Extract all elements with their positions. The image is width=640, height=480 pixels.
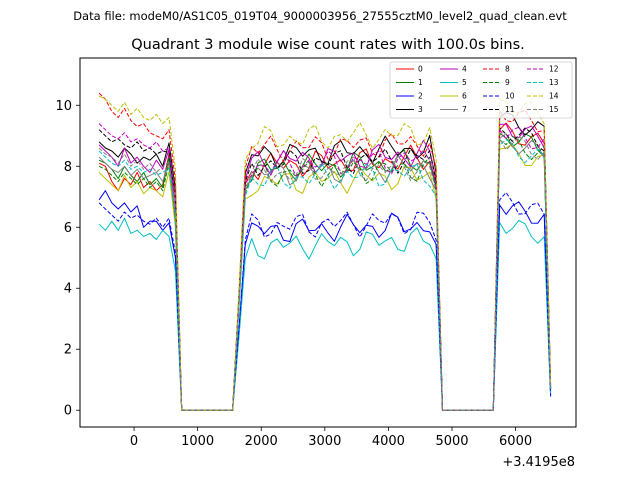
y-tick-label: 8 xyxy=(64,160,72,175)
figure-suptitle: Data file: modeM0/AS1C05_019T04_90000039… xyxy=(73,9,567,23)
x-tick-label: 4000 xyxy=(372,434,405,449)
y-tick-label: 0 xyxy=(64,404,72,419)
legend-frame xyxy=(389,61,573,119)
x-tick-label: 6000 xyxy=(499,434,532,449)
legend-label-4: 4 xyxy=(462,65,467,74)
legend-label-7: 7 xyxy=(462,105,467,114)
y-tick-label: 10 xyxy=(55,99,72,114)
legend-label-11: 11 xyxy=(505,105,515,114)
series-line-8 xyxy=(98,92,552,411)
x-tick-label: 1000 xyxy=(181,434,214,449)
y-tick-label: 6 xyxy=(64,221,72,236)
y-tick-label: 2 xyxy=(64,343,72,358)
legend-label-8: 8 xyxy=(505,65,510,74)
legend-label-6: 6 xyxy=(462,92,467,101)
x-tick-label: 2000 xyxy=(245,434,278,449)
plot-lines xyxy=(98,92,552,411)
x-tick-label: 0 xyxy=(130,434,138,449)
y-axis-ticks: 0 2 4 6 8 10 xyxy=(55,99,80,419)
series-line-15 xyxy=(98,135,552,411)
legend-label-14: 14 xyxy=(549,92,559,101)
x-axis-offset-text: +3.4195e8 xyxy=(502,455,575,470)
chart-title: Quadrant 3 module wise count rates with … xyxy=(131,37,525,53)
legend-label-1: 1 xyxy=(418,78,423,87)
legend-label-10: 10 xyxy=(505,92,515,101)
legend-label-5: 5 xyxy=(462,78,467,87)
legend-label-3: 3 xyxy=(418,105,423,114)
legend-label-15: 15 xyxy=(549,105,559,114)
x-axis-ticks: 0 1000 2000 3000 4000 5000 6000 xyxy=(130,427,532,449)
x-tick-label: 3000 xyxy=(308,434,341,449)
legend-label-12: 12 xyxy=(549,65,559,74)
legend-label-9: 9 xyxy=(505,78,510,87)
legend-label-0: 0 xyxy=(418,65,423,74)
legend-label-2: 2 xyxy=(418,92,423,101)
plot-frame xyxy=(79,57,577,428)
y-tick-label: 4 xyxy=(64,282,72,297)
x-tick-label: 5000 xyxy=(435,434,468,449)
legend-label-13: 13 xyxy=(549,78,559,87)
